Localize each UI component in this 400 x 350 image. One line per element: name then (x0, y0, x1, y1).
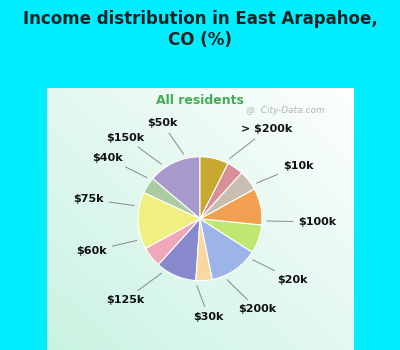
Text: $40k: $40k (92, 153, 147, 178)
Wedge shape (146, 219, 200, 265)
Wedge shape (200, 163, 242, 219)
Wedge shape (200, 157, 228, 219)
Text: > $200k: > $200k (229, 125, 293, 159)
Wedge shape (200, 219, 252, 280)
Text: $50k: $50k (147, 118, 184, 154)
Text: $20k: $20k (253, 260, 308, 285)
Text: Income distribution in East Arapahoe,
CO (%): Income distribution in East Arapahoe, CO… (23, 10, 377, 49)
Wedge shape (158, 219, 200, 281)
Wedge shape (196, 219, 212, 281)
Text: @  City-Data.com: @ City-Data.com (246, 106, 325, 115)
Wedge shape (153, 157, 200, 219)
Text: All residents: All residents (156, 94, 244, 107)
Wedge shape (200, 219, 262, 252)
Wedge shape (200, 173, 254, 219)
Text: $75k: $75k (73, 194, 134, 205)
Text: $100k: $100k (267, 217, 336, 227)
Text: $150k: $150k (106, 133, 162, 164)
Wedge shape (200, 189, 262, 225)
Text: $10k: $10k (257, 161, 314, 183)
Wedge shape (144, 179, 200, 219)
Text: $125k: $125k (106, 273, 162, 305)
Text: $200k: $200k (227, 280, 276, 314)
Text: $60k: $60k (76, 240, 137, 256)
Text: $30k: $30k (194, 285, 224, 322)
Wedge shape (138, 193, 200, 248)
